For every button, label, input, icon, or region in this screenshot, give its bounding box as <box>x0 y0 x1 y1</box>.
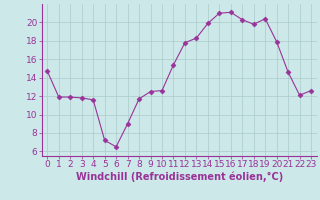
X-axis label: Windchill (Refroidissement éolien,°C): Windchill (Refroidissement éolien,°C) <box>76 172 283 182</box>
